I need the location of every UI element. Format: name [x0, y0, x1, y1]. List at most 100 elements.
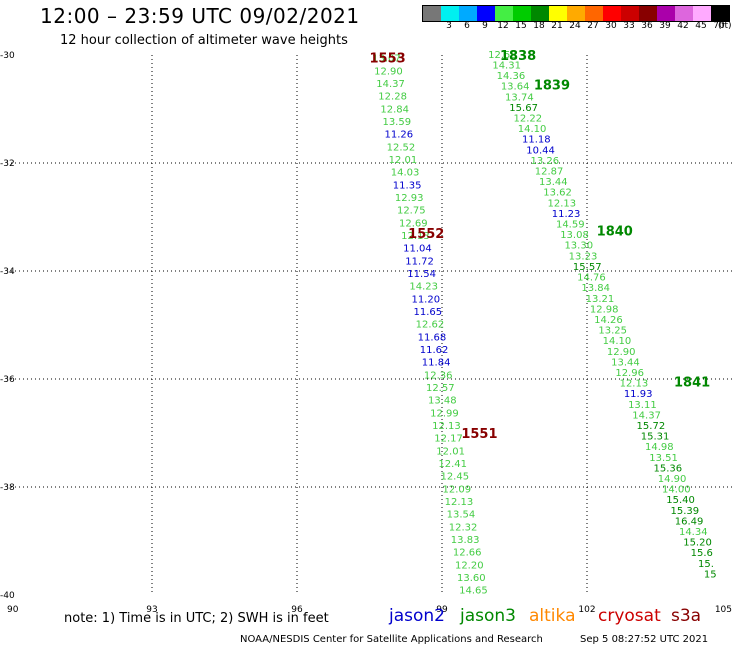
wave-height-value: 12.90	[607, 347, 636, 358]
wave-height-value: 14.59	[556, 220, 585, 231]
wave-height-value: 13.60	[457, 573, 486, 584]
wave-height-value: 16.49	[675, 516, 704, 527]
colorbar-tick-label: 39	[659, 21, 671, 31]
wave-height-value: 12.58	[488, 50, 517, 61]
wave-height-value: 12.99	[430, 408, 459, 419]
wave-height-value: 11.20	[411, 294, 440, 305]
colorbar-tick-label: 12	[497, 21, 509, 31]
wave-height-value: 13.64	[501, 82, 530, 93]
wave-height-value: 12.62	[416, 320, 445, 331]
colorbar-swatch	[513, 6, 531, 21]
colorbar-swatch	[693, 6, 711, 21]
longitude-tick-label: 96	[291, 605, 303, 615]
wave-height-value: 12.69	[399, 218, 428, 229]
colorbar-tick-label: 33	[623, 21, 635, 31]
wave-height-value: 13.11	[628, 400, 657, 411]
wave-height-value: 14.26	[594, 315, 623, 326]
wave-height-value: 14.90	[658, 474, 687, 485]
wave-height-value: 13.84	[581, 283, 610, 294]
wave-height-value: 13.07	[372, 54, 401, 65]
wave-height-value: 11.93	[624, 389, 653, 400]
pass-number-label: 1841	[674, 376, 710, 391]
wave-height-value: 14.23	[409, 282, 438, 293]
map-subtitle: 12 hour collection of altimeter wave hei…	[60, 33, 348, 48]
colorbar-tick-label: 70	[713, 21, 725, 31]
colorbar-swatch	[603, 6, 621, 21]
wave-height-value: 15.31	[641, 432, 670, 443]
wave-height-value: 14.31	[492, 61, 521, 72]
wave-height-value: 11.68	[418, 332, 447, 343]
longitude-tick-label: 90	[7, 605, 19, 615]
wave-height-value: 15.72	[637, 421, 666, 432]
longitude-tick-label: 102	[578, 605, 595, 615]
wave-height-value: 12.13	[401, 231, 430, 242]
colorbar-swatch	[495, 6, 513, 21]
pass-number-label: 1552	[408, 227, 444, 242]
wave-height-value: 12.87	[535, 167, 564, 178]
wave-height-value: 15.6	[691, 548, 713, 559]
satellite-legend-altika: altika	[529, 606, 576, 626]
wave-height-value: 11.04	[403, 244, 432, 255]
wave-height-value: 14.37	[632, 410, 661, 421]
colorbar-tick-label: 15	[515, 21, 527, 31]
wave-height-value: 12.32	[449, 522, 478, 533]
colorbar-tick-label: 42	[677, 21, 689, 31]
colorbar-swatch	[711, 6, 729, 21]
wave-height-value: 14.65	[459, 586, 488, 597]
colorbar-swatch	[459, 6, 477, 21]
colorbar-tick-label: 27	[587, 21, 599, 31]
wave-height-value: 15.	[698, 559, 714, 570]
longitude-tick-label: 99	[436, 605, 448, 615]
generation-timestamp: Sep 5 08:27:52 UTC 2021	[580, 634, 709, 645]
wave-height-value: 11.54	[407, 269, 436, 280]
wave-height-value: 12.01	[389, 155, 418, 166]
wave-height-value: 13.21	[586, 294, 615, 305]
latitude-tick-label: -38	[0, 483, 15, 493]
wave-height-value: 11.65	[414, 307, 443, 318]
wave-height-value: 12.41	[438, 459, 467, 470]
wave-height-value: 12.93	[395, 193, 424, 204]
wave-height-value: 13.62	[543, 188, 572, 199]
wave-height-value: 12.57	[426, 383, 455, 394]
colorbar-swatch	[675, 6, 693, 21]
wave-height-value: 13.51	[649, 453, 678, 464]
wave-height-value: 10.44	[526, 145, 555, 156]
wave-height-value: 13.26	[531, 156, 560, 167]
wave-height-value: 14.10	[518, 124, 547, 135]
wave-height-value: 13.59	[382, 117, 411, 128]
wave-height-value: 11.72	[405, 256, 434, 267]
wave-height-value: 11.62	[420, 345, 449, 356]
wave-height-value: 12.75	[397, 206, 426, 217]
wave-height-value: 12.01	[436, 446, 465, 457]
satellite-legend-jason2: jason2	[389, 606, 445, 626]
satellite-legend-s3a: s3a	[671, 606, 702, 626]
longitude-tick-label: 105	[715, 605, 732, 615]
colorbar-swatch	[639, 6, 657, 21]
wave-height-value: 12.84	[380, 104, 409, 115]
wave-height-value: 12.52	[387, 142, 416, 153]
latitude-tick-label: -30	[0, 51, 15, 61]
wave-height-value: 14.03	[391, 168, 420, 179]
colorbar-tick-label: 24	[569, 21, 581, 31]
wave-height-value: 13.44	[611, 357, 640, 368]
latitude-tick-label: -40	[0, 591, 15, 601]
wave-height-value: 13.08	[560, 230, 589, 241]
wave-height-colorbar	[422, 5, 730, 22]
colorbar-tick-label: 18	[533, 21, 545, 31]
wave-height-value: 11.84	[422, 358, 451, 369]
pass-number-label: 1551	[461, 427, 497, 442]
colorbar-swatch	[531, 6, 549, 21]
wave-height-value: 12.13	[620, 379, 649, 390]
wave-height-value: 13.30	[564, 241, 593, 252]
wave-height-value: 14.10	[603, 336, 632, 347]
colorbar-labels: 3 6 9 12 15 18 21 24 27 30 33 36 39 42 45 70	[422, 21, 728, 33]
wave-height-value: 13.54	[447, 510, 476, 521]
wave-height-value: 12.96	[615, 368, 644, 379]
wave-height-value: 13.48	[428, 396, 457, 407]
wave-height-value: 12.13	[432, 421, 461, 432]
wave-height-value: 15.39	[670, 506, 699, 517]
pass-number-label: 1839	[534, 79, 570, 94]
wave-height-value: 12.90	[374, 66, 403, 77]
pass-number-label: 1840	[597, 225, 633, 240]
